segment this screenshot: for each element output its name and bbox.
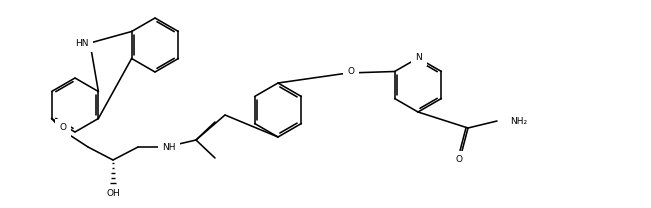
Text: OH: OH	[106, 189, 120, 198]
Text: N: N	[415, 52, 422, 62]
Text: O: O	[348, 67, 355, 76]
Text: HN: HN	[76, 38, 89, 47]
Text: NH₂: NH₂	[510, 118, 527, 126]
Text: O: O	[456, 156, 462, 165]
Text: NH: NH	[162, 144, 176, 152]
Text: O: O	[59, 124, 66, 132]
